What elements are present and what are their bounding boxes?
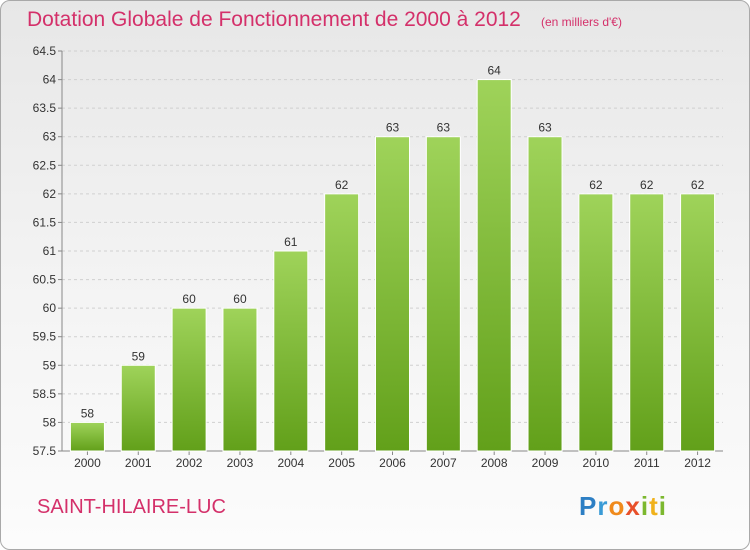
bar-2003 bbox=[222, 307, 258, 452]
y-tick-label: 58.5 bbox=[33, 387, 57, 401]
value-label-2009: 63 bbox=[538, 121, 552, 135]
x-tick-label-2007: 2007 bbox=[430, 456, 457, 470]
x-tick-label-2001: 2001 bbox=[125, 456, 152, 470]
y-tick-label: 63 bbox=[43, 130, 57, 144]
y-tick-label: 61.5 bbox=[33, 215, 57, 229]
bar-2012 bbox=[680, 193, 716, 452]
value-label-2002: 60 bbox=[182, 292, 196, 306]
value-label-2005: 62 bbox=[335, 178, 349, 192]
bar-2005 bbox=[324, 193, 360, 452]
bar-2000 bbox=[69, 421, 105, 452]
bar-2006 bbox=[375, 136, 410, 452]
bar-2011 bbox=[629, 193, 665, 452]
x-tick-label-2006: 2006 bbox=[379, 456, 406, 470]
value-label-2011: 62 bbox=[640, 178, 654, 192]
x-tick-label-2004: 2004 bbox=[277, 456, 304, 470]
proxiti-logo: Proxiti bbox=[579, 491, 667, 521]
bar-2004 bbox=[273, 250, 309, 452]
bar-2001 bbox=[120, 364, 156, 452]
y-tick-label: 57.5 bbox=[33, 444, 57, 458]
x-tick-label-2011: 2011 bbox=[634, 456, 660, 470]
x-tick-label-2010: 2010 bbox=[583, 456, 610, 470]
y-tick-label: 64 bbox=[43, 73, 57, 87]
value-label-2001: 59 bbox=[132, 349, 146, 363]
value-label-2012: 62 bbox=[691, 178, 705, 192]
y-tick-label: 59.5 bbox=[33, 330, 57, 344]
x-tick-label-2003: 2003 bbox=[227, 456, 254, 470]
bar-2009 bbox=[527, 136, 563, 452]
y-tick-label: 61 bbox=[43, 244, 57, 258]
x-tick-label-2005: 2005 bbox=[328, 456, 355, 470]
bar-2010 bbox=[578, 193, 614, 452]
labels: 57.5 58 58.5 59 59.5 60 60.5 61 61.5 62 62.5 63 63.5… bbox=[33, 44, 712, 470]
value-label-2006: 63 bbox=[386, 121, 400, 135]
x-tick-label-2009: 2009 bbox=[532, 456, 559, 470]
y-tick-label: 62 bbox=[43, 187, 57, 201]
value-label-2000: 58 bbox=[81, 406, 95, 420]
y-tick-label: 59 bbox=[43, 358, 57, 372]
x-tick-label-2002: 2002 bbox=[176, 456, 203, 470]
x-tick-label-2012: 2012 bbox=[684, 456, 711, 470]
bars bbox=[69, 79, 716, 452]
y-tick-label: 62.5 bbox=[33, 158, 57, 172]
y-tick-label: 63.5 bbox=[33, 101, 57, 115]
unit-label: (en milliers d'€) bbox=[541, 15, 622, 29]
value-label-2008: 64 bbox=[488, 64, 502, 78]
chart-title: Dotation Globale de Fonctionnement de 20… bbox=[27, 8, 521, 31]
x-tick-label-2000: 2000 bbox=[74, 456, 101, 470]
value-label-2007: 63 bbox=[437, 121, 451, 135]
commune-name: SAINT-HILAIRE-LUC bbox=[37, 496, 226, 518]
value-label-2003: 60 bbox=[233, 292, 247, 306]
bar-2002 bbox=[171, 307, 207, 452]
bar-2008 bbox=[476, 79, 512, 452]
y-tick-label: 64.5 bbox=[33, 44, 57, 58]
value-label-2004: 61 bbox=[284, 235, 298, 249]
bar-2007 bbox=[425, 136, 461, 452]
value-label-2010: 62 bbox=[589, 178, 603, 192]
y-tick-label: 60 bbox=[43, 301, 57, 315]
y-tick-label: 60.5 bbox=[33, 273, 57, 287]
x-tick-label-2008: 2008 bbox=[481, 456, 508, 470]
y-tick-label: 58 bbox=[43, 415, 57, 429]
